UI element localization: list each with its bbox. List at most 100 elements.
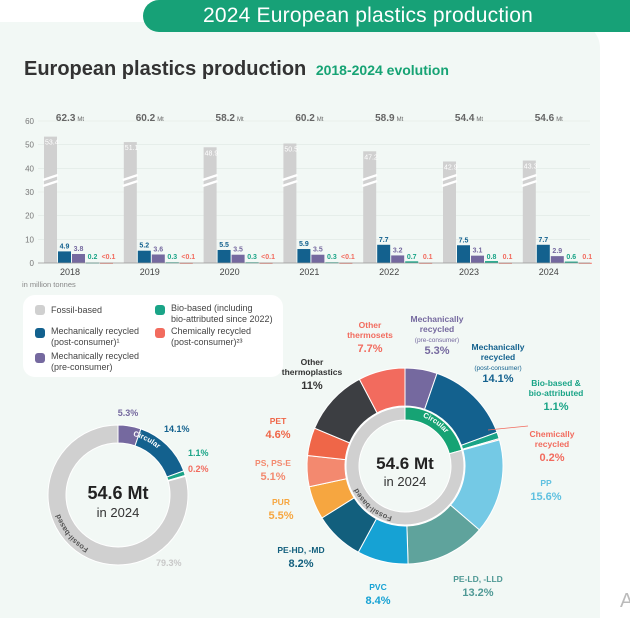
small-donut-slice: [47, 424, 189, 566]
bar-value-label: 50.5: [284, 146, 298, 153]
small-donut-pct-label: 5.3%: [118, 408, 139, 418]
bar-total-label: 60.2 Mt: [136, 113, 164, 124]
big-donut-label: PET: [270, 416, 287, 426]
y-tick-label: 50: [25, 141, 34, 150]
bar-total-label: 58.2 Mt: [216, 113, 244, 124]
legend-label-chem: Chemically recycled (post-consumer)²³: [171, 326, 252, 347]
bar-total-unit: Mt: [397, 117, 404, 123]
big-donut-label: PS, PS-E: [255, 458, 291, 468]
big-donut-pct-label: 5.1%: [260, 471, 285, 483]
x-tick-label: 2023: [459, 267, 479, 277]
bar-value-label: 0.3: [167, 254, 177, 261]
bar-0: [44, 136, 57, 263]
big-donut-sublabel: (pre-consumer): [415, 337, 459, 344]
legend-swatch-bio: [155, 305, 165, 315]
legend-swatch-chem: [155, 328, 165, 338]
chart-title: European plastics production 2018-2024 e…: [24, 58, 449, 81]
big-donut-label: recycled: [535, 439, 570, 449]
bar-value-label: <0.1: [181, 254, 195, 261]
bar-2: [471, 255, 484, 263]
bar-value-label: 0.1: [582, 254, 592, 261]
bar-1: [377, 244, 391, 263]
y-tick-label: 10: [25, 235, 34, 244]
bar-1: [217, 249, 231, 263]
small-donut-center-value: 54.6 Mt: [87, 483, 148, 503]
axis-break-mark: [202, 173, 218, 188]
bar-value-label: 7.7: [538, 237, 548, 244]
bar-total-label: 54.6 Mt: [535, 113, 563, 124]
chart-subtitle: 2018-2024 evolution: [315, 62, 449, 78]
axis-break-mark: [282, 173, 298, 188]
bar-1: [58, 251, 71, 263]
bar-value-label: 3.1: [473, 248, 483, 255]
big-donut-label: recycled: [420, 324, 455, 334]
y-tick-label: 20: [25, 212, 34, 221]
bar-value-label: 3.6: [153, 246, 163, 253]
bar-value-label: 3.5: [233, 247, 243, 254]
small-donut-pct-label: 1.1%: [188, 448, 209, 458]
bar-total-unit: Mt: [476, 117, 483, 123]
big-donut-label: Other: [301, 357, 324, 367]
bar-value-label: 5.5: [219, 242, 229, 249]
big-donut-pct-label: 1.1%: [543, 401, 568, 413]
page-banner: 2024 European plastics production: [143, 0, 630, 32]
big-donut-pct-label: 11%: [301, 380, 323, 392]
bar-value-label: 0.1: [423, 254, 433, 261]
axis-break-mark: [361, 173, 378, 188]
small-donut-pct-label: 79.3%: [156, 558, 182, 568]
bar-0: [443, 161, 456, 263]
big-donut-label: Other: [359, 320, 382, 330]
bar-1: [457, 245, 470, 263]
big-donut-inner-ring: [345, 406, 465, 526]
legend-label-mech-post: Mechanically recycled (post-consumer)¹: [51, 326, 140, 347]
bar-value-label: 0.3: [327, 254, 337, 261]
y-tick-label: 30: [25, 188, 34, 197]
bar-0: [203, 147, 217, 263]
bar-value-label: 43.3: [524, 164, 538, 171]
bar-value-label: 7.5: [459, 237, 469, 244]
bar-value-label: 48.9: [205, 150, 219, 157]
small-donut-pct-label: 14.1%: [164, 424, 190, 434]
leader-line: [487, 425, 529, 431]
bar-value-label: 0.7: [407, 254, 417, 261]
legend-swatch-mech-pre: [35, 353, 45, 363]
bar-value-label: 0.6: [566, 254, 576, 261]
y-tick-label: 40: [25, 164, 34, 173]
big-donut-label: PE-LD, -LLD: [453, 574, 503, 584]
bar-2: [72, 254, 85, 263]
bar-1: [536, 244, 550, 263]
bar-value-label: <0.1: [341, 254, 355, 261]
bar-0: [363, 151, 377, 263]
bar-value-label: 5.9: [299, 241, 309, 248]
bar-value-label: 3.2: [393, 247, 403, 254]
bar-total-unit: Mt: [157, 117, 164, 123]
y-axis-label: in million tonnes: [22, 280, 76, 289]
big-donut-pct-label: 15.6%: [530, 491, 561, 503]
big-donut-label: Bio-based &: [531, 378, 581, 388]
bar-value-label: 4.9: [60, 243, 70, 250]
bar-total-unit: Mt: [317, 117, 324, 123]
big-donut-label: PE-HD, -MD: [277, 545, 324, 555]
bar-value-label: 5.2: [139, 243, 149, 250]
x-tick-label: 2018: [60, 267, 80, 277]
bar-value-label: 42.9: [444, 164, 458, 171]
big-donut-pct-label: 7.7%: [357, 343, 382, 355]
legend-swatch-mech-post: [35, 328, 45, 338]
big-donut-label: Mechanically: [411, 314, 464, 324]
big-donut-label: PP: [540, 478, 552, 488]
big-donut-sublabel: (post-consumer): [474, 365, 521, 372]
bar-value-label: 0.8: [487, 254, 497, 261]
bar-value-label: 47.2: [364, 154, 378, 161]
big-donut-label: Chemically: [530, 429, 575, 439]
y-tick-label: 0: [30, 259, 35, 268]
bar-value-label: 0.1: [503, 254, 513, 261]
axis-break-mark: [521, 173, 538, 188]
bar-value-label: 3.8: [74, 246, 84, 253]
x-tick-label: 2024: [539, 267, 559, 277]
big-donut-pct-label: 4.6%: [265, 429, 290, 441]
big-donut-center-value: 54.6 Mt: [376, 454, 434, 473]
bar-total-label: 60.2 Mt: [295, 113, 323, 124]
big-donut-center-year: in 2024: [384, 474, 427, 489]
bar-2: [550, 256, 564, 263]
bar-value-label: 51.1: [125, 145, 139, 152]
